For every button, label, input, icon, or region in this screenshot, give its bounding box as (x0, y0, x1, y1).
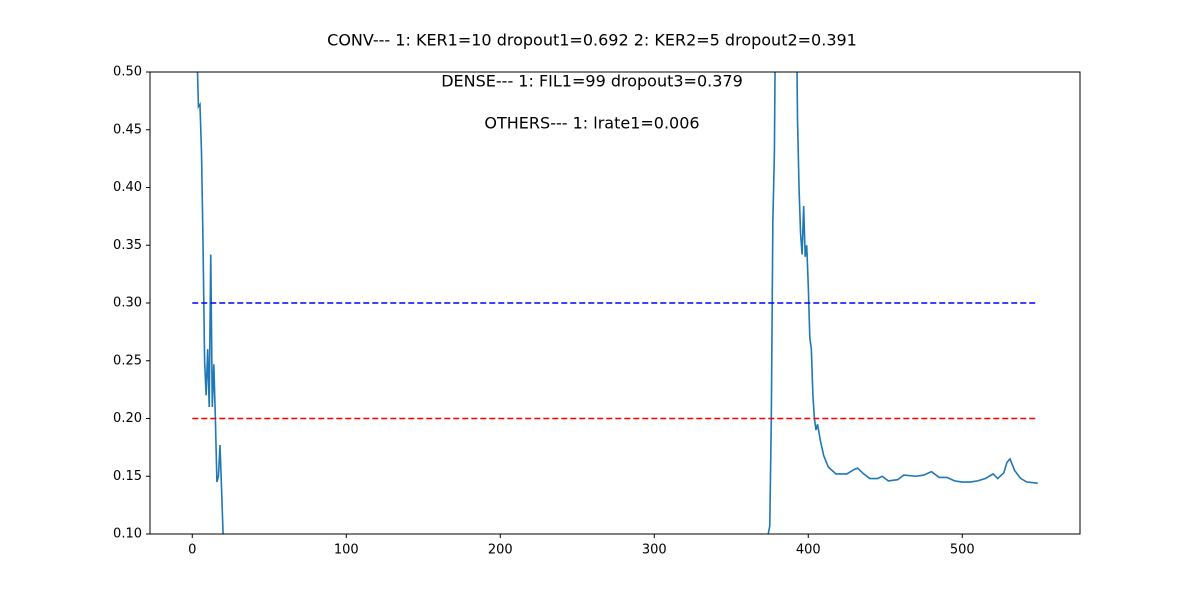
y-tick-label: 0.30 (113, 296, 142, 311)
annotation: OTHERS--- 1: lrate1=0.006 (484, 114, 699, 133)
y-tick-label: 0.40 (113, 180, 142, 195)
x-tick-label: 100 (334, 543, 359, 558)
x-tick-label: 300 (642, 543, 667, 558)
y-tick-label: 0.10 (113, 527, 142, 542)
plot-area (192, 72, 1038, 534)
x-tick-label: 400 (796, 543, 821, 558)
y-tick-label: 0.45 (113, 122, 142, 137)
y-tick-label: 0.35 (113, 238, 142, 253)
x-tick-label: 0 (188, 543, 196, 558)
chart-title: CONV--- 1: KER1=10 dropout1=0.692 2: KER… (327, 31, 857, 50)
y-tick-label: 0.25 (113, 353, 142, 368)
y-tick-label: 0.15 (113, 469, 142, 484)
y-tick-label: 0.50 (113, 65, 142, 80)
annotation: DENSE--- 1: FIL1=99 dropout3=0.379 (441, 72, 743, 91)
x-tick-label: 500 (950, 543, 975, 558)
y-tick-label: 0.20 (113, 411, 142, 426)
data-line (196, 72, 1038, 534)
x-tick-label: 200 (488, 543, 513, 558)
